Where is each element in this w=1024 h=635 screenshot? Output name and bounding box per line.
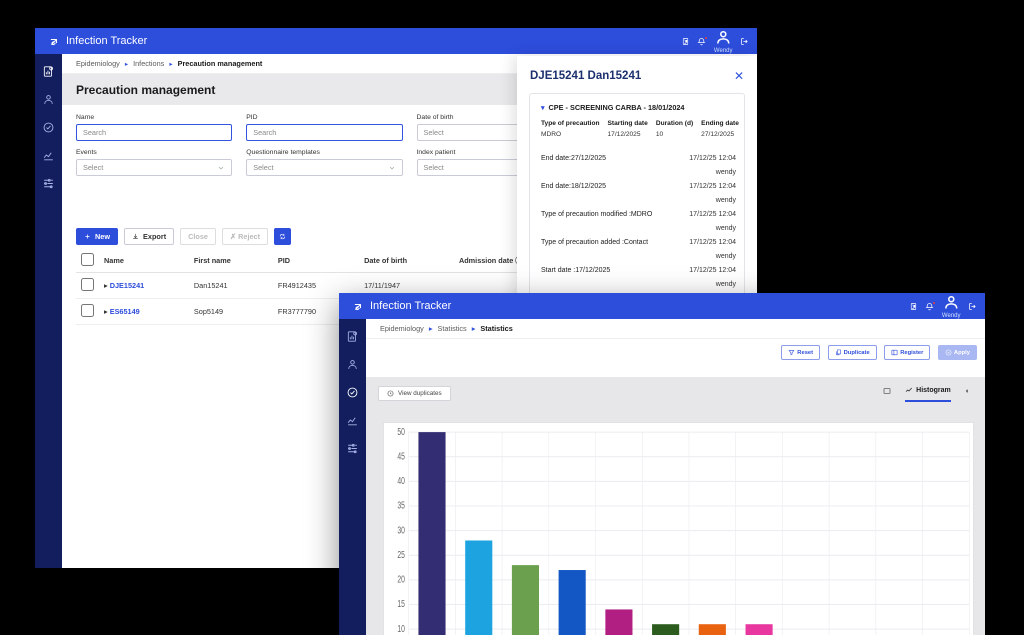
svg-text:25: 25 [397,549,405,561]
svg-text:20: 20 [397,573,405,585]
svg-text:30: 30 [397,524,405,536]
svg-text:15: 15 [397,598,405,610]
svg-text:35: 35 [397,499,405,511]
svg-text:40: 40 [397,475,405,487]
svg-text:45: 45 [397,450,405,462]
svg-text:10: 10 [397,623,405,635]
svg-text:50: 50 [397,425,405,437]
